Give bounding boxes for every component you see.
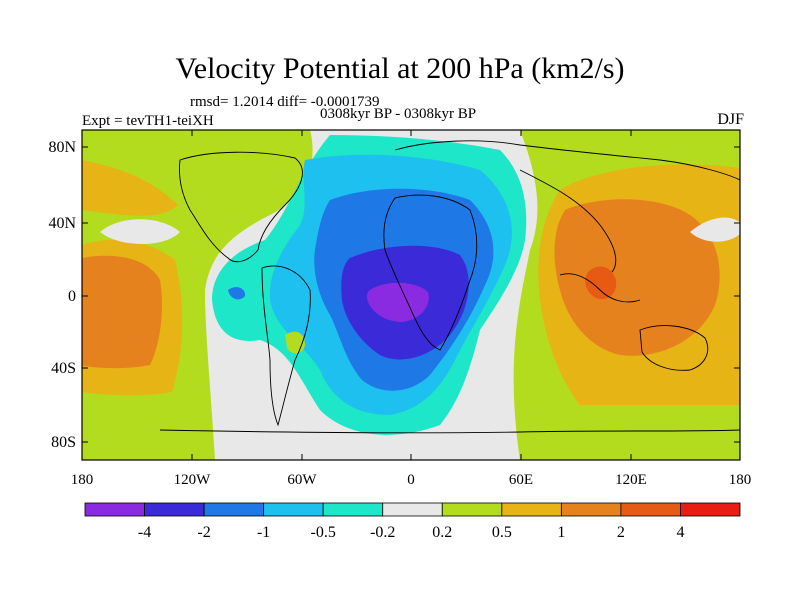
lat-tick-label: 80N <box>48 139 76 156</box>
colorbar-label: -0.5 <box>311 524 336 541</box>
colorbar-swatch <box>263 502 324 517</box>
axis-tick-labels: 80N 40N 0 40S 80S 180 120W 60W 0 60E 120E 180 <box>48 139 751 488</box>
colorbar-swatch <box>501 502 562 517</box>
axis-ticks <box>81 130 741 460</box>
colorbar-label: -4 <box>138 524 151 541</box>
colorbar-label: 0.2 <box>432 524 452 541</box>
lon-tick-label: 120W <box>174 472 212 488</box>
lon-tick-label: 120E <box>615 472 647 488</box>
colorbar-swatch <box>382 502 443 517</box>
lat-tick-label: 80S <box>51 434 76 451</box>
lon-tick-label: 60W <box>287 472 317 488</box>
experiment-label: Expt = tevTH1-teiXH <box>82 113 214 129</box>
coastlines <box>159 140 740 434</box>
colorbar-label: -0.2 <box>370 524 395 541</box>
colorbar-label: -2 <box>197 524 210 541</box>
colorbar-label: 4 <box>676 524 684 541</box>
lat-tick-label: 40S <box>51 360 76 377</box>
colorbar-swatch <box>441 502 503 517</box>
lat-tick-label: 0 <box>68 288 76 305</box>
colorbar-label: 0.5 <box>492 524 512 541</box>
colorbar-label: 2 <box>617 524 625 541</box>
colorbar-label: 1 <box>557 524 565 541</box>
lon-tick-label: 0 <box>407 472 415 488</box>
colorbar-swatch <box>84 502 145 517</box>
lat-tick-label: 40N <box>48 215 76 232</box>
colorbar-swatch <box>203 502 265 517</box>
colorbar-swatch <box>680 502 741 517</box>
lon-tick-label: 180 <box>71 472 94 488</box>
colorbar-swatch <box>144 502 205 517</box>
stats-line: rmsd= 1.2014 diff= -0.0001739 <box>190 94 380 110</box>
colorbar-swatch <box>560 502 622 517</box>
map-field <box>82 130 740 460</box>
lon-tick-label: 180 <box>729 472 752 488</box>
colorbar-labels: -4 -2 -1 -0.5 -0.2 0.2 0.5 1 2 4 <box>138 524 685 541</box>
colorbar <box>84 502 741 517</box>
colorbar-swatch <box>620 502 681 517</box>
colorbar-label: -1 <box>257 524 270 541</box>
lon-tick-label: 60E <box>509 472 533 488</box>
period-label: 0308kyr BP - 0308kyr BP <box>320 106 477 122</box>
colorbar-swatch <box>322 502 384 517</box>
season-label: DJF <box>717 111 744 128</box>
page-title: Velocity Potential at 200 hPa (km2/s) <box>175 52 625 85</box>
